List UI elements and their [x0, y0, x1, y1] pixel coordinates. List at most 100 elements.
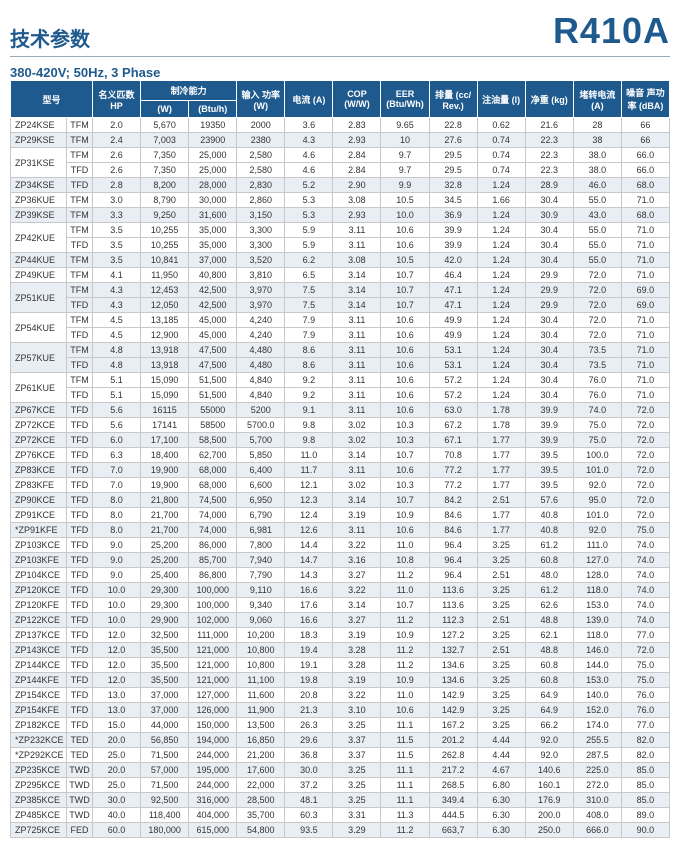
cell-eer: 9.7	[381, 163, 429, 178]
cell-btu: 316,000	[189, 793, 237, 808]
cell-w: 8,790	[141, 193, 189, 208]
cell-oil: 1.24	[477, 313, 525, 328]
cell-cop: 3.37	[333, 748, 381, 763]
cell-model: ZP51KUE	[11, 283, 67, 313]
cell-oil: 3.25	[477, 673, 525, 688]
table-row: ZP725KCEFED60.0180,000615,00054,80093.53…	[11, 823, 670, 838]
cell-db: 71.0	[621, 238, 669, 253]
cell-d: 132.7	[429, 643, 477, 658]
cell-suffix: TFD	[67, 568, 93, 583]
cell-btu: 86,800	[189, 568, 237, 583]
cell-cop: 3.11	[333, 358, 381, 373]
cell-eer: 11.2	[381, 568, 429, 583]
cell-suffix: TFD	[67, 703, 93, 718]
cell-in: 22,000	[237, 778, 285, 793]
cell-in: 10,800	[237, 658, 285, 673]
cell-w: 118,400	[141, 808, 189, 823]
cell-db: 76.0	[621, 688, 669, 703]
cell-suffix: TFM	[67, 343, 93, 358]
cell-db: 74.0	[621, 598, 669, 613]
table-row: ZP137KCETFD12.032,500111,00010,20018.33.…	[11, 628, 670, 643]
cell-btu: 86,000	[189, 538, 237, 553]
cell-d: 46.4	[429, 268, 477, 283]
cell-a: 19.8	[285, 673, 333, 688]
cell-w: 18,400	[141, 448, 189, 463]
cell-hp: 2.6	[93, 148, 141, 163]
cell-cop: 3.31	[333, 808, 381, 823]
cell-kg: 22.3	[525, 148, 573, 163]
cell-d: 142.9	[429, 703, 477, 718]
cell-suffix: TFD	[67, 658, 93, 673]
cell-in: 4,840	[237, 388, 285, 403]
th-cool-btu: (Btu/h)	[189, 101, 237, 118]
table-row: ZP90KCETFD8.021,80074,5006,95012.33.1410…	[11, 493, 670, 508]
cell-oil: 2.51	[477, 568, 525, 583]
cell-eer: 11.0	[381, 538, 429, 553]
cell-d: 29.5	[429, 148, 477, 163]
cell-btu: 150,000	[189, 718, 237, 733]
cell-hp: 20.0	[93, 763, 141, 778]
cell-eer: 10.3	[381, 433, 429, 448]
cell-oil: 1.77	[477, 448, 525, 463]
cell-a: 12.6	[285, 523, 333, 538]
cell-cop: 3.10	[333, 703, 381, 718]
cell-btu: 127,000	[189, 688, 237, 703]
cell-a: 36.8	[285, 748, 333, 763]
cell-btu: 195,000	[189, 763, 237, 778]
cell-lra: 666.0	[573, 823, 621, 838]
cell-oil: 1.24	[477, 388, 525, 403]
cell-eer: 10.7	[381, 268, 429, 283]
cell-suffix: TWD	[67, 778, 93, 793]
cell-cop: 3.08	[333, 193, 381, 208]
cell-kg: 29.9	[525, 298, 573, 313]
th-noise: 噪音 声功率 (dBA)	[621, 81, 669, 118]
cell-kg: 64.9	[525, 688, 573, 703]
cell-eer: 10	[381, 133, 429, 148]
cell-kg: 60.8	[525, 673, 573, 688]
cell-kg: 30.4	[525, 328, 573, 343]
cell-hp: 4.1	[93, 268, 141, 283]
table-row: ZP36KUETFM3.08,79030,0002,8605.33.0810.5…	[11, 193, 670, 208]
cell-a: 9.8	[285, 433, 333, 448]
cell-model: ZP24KSE	[11, 118, 67, 133]
cell-eer: 10.5	[381, 193, 429, 208]
cell-suffix: TFD	[67, 178, 93, 193]
cell-btu: 23900	[189, 133, 237, 148]
cell-hp: 5.1	[93, 373, 141, 388]
cell-oil: 0.74	[477, 148, 525, 163]
cell-suffix: TFD	[67, 538, 93, 553]
cell-hp: 7.0	[93, 478, 141, 493]
table-row: TFD4.813,91847,5004,4808.63.1110.653.11.…	[11, 358, 670, 373]
cell-hp: 12.0	[93, 628, 141, 643]
cell-cop: 2.83	[333, 118, 381, 133]
cell-lra: 118.0	[573, 583, 621, 598]
cell-cop: 3.14	[333, 598, 381, 613]
cell-kg: 22.3	[525, 133, 573, 148]
cell-btu: 74,500	[189, 493, 237, 508]
cell-db: 75.0	[621, 673, 669, 688]
table-row: ZP91KCETFD8.021,70074,0006,79012.43.1910…	[11, 508, 670, 523]
cell-db: 66.0	[621, 148, 669, 163]
cell-cop: 3.02	[333, 478, 381, 493]
cell-d: 262.8	[429, 748, 477, 763]
cell-kg: 30.4	[525, 313, 573, 328]
cell-db: 72.0	[621, 463, 669, 478]
cell-hp: 4.5	[93, 313, 141, 328]
cell-w: 12,900	[141, 328, 189, 343]
cell-kg: 57.6	[525, 493, 573, 508]
cell-lra: 76.0	[573, 388, 621, 403]
cell-in: 11,600	[237, 688, 285, 703]
cell-kg: 160.1	[525, 778, 573, 793]
cell-eer: 10.9	[381, 628, 429, 643]
cell-kg: 200.0	[525, 808, 573, 823]
cell-oil: 3.25	[477, 718, 525, 733]
cell-model: ZP72KCE	[11, 433, 67, 448]
cell-d: 42.0	[429, 253, 477, 268]
cell-btu: 45,000	[189, 313, 237, 328]
cell-cop: 3.19	[333, 673, 381, 688]
cell-suffix: TWD	[67, 763, 93, 778]
cell-db: 90.0	[621, 823, 669, 838]
cell-oil: 1.24	[477, 238, 525, 253]
cell-d: 77.2	[429, 478, 477, 493]
cell-eer: 11.5	[381, 748, 429, 763]
